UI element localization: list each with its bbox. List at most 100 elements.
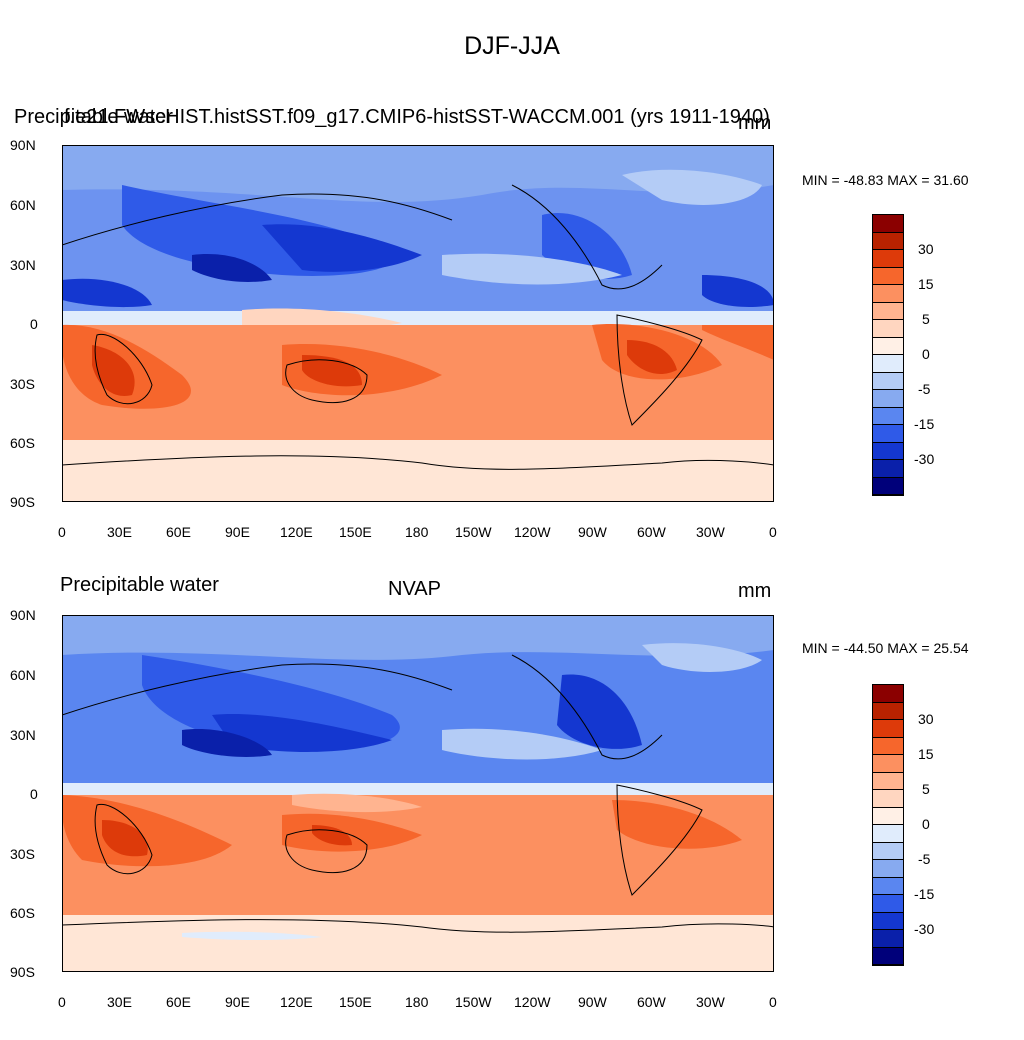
colorbar-label: 15 bbox=[918, 276, 934, 292]
colorbar-label: 0 bbox=[922, 346, 930, 362]
lon-label: 30E bbox=[107, 524, 132, 540]
panel-center-title: f.e21.FWscHIST.histSST.f09_g17.CMIP6-his… bbox=[64, 106, 770, 128]
lat-label: 30S bbox=[10, 376, 35, 392]
lat-label: 90N bbox=[10, 607, 36, 623]
min-max-stats: MIN = -48.83 MAX = 31.60 bbox=[802, 172, 969, 188]
colorbar-swatch bbox=[873, 807, 903, 825]
lon-label: 150W bbox=[455, 994, 492, 1010]
lon-label: 0 bbox=[769, 994, 777, 1010]
colorbar-swatch bbox=[873, 337, 903, 355]
colorbar bbox=[872, 214, 904, 496]
lon-label: 120E bbox=[280, 524, 313, 540]
colorbar-swatch bbox=[873, 477, 903, 495]
map-panel-model: Precipitable water f.e21.FWscHIST.histSS… bbox=[0, 100, 1024, 570]
colorbar-label: 30 bbox=[918, 241, 934, 257]
colorbar-swatch bbox=[873, 232, 903, 250]
lat-label: 90S bbox=[10, 964, 35, 980]
lat-label: 60S bbox=[10, 435, 35, 451]
colorbar-label: 5 bbox=[922, 781, 930, 797]
lat-label: 60N bbox=[10, 197, 36, 213]
figure-title: DJF-JJA bbox=[464, 32, 560, 60]
colorbar-label: -15 bbox=[914, 886, 935, 902]
colorbar-swatch bbox=[873, 702, 903, 720]
colorbar-label: -30 bbox=[914, 451, 935, 467]
lon-label: 150W bbox=[455, 524, 492, 540]
observation-map bbox=[62, 615, 774, 972]
colorbar-swatch bbox=[873, 930, 903, 948]
colorbar-label: -30 bbox=[914, 921, 935, 937]
colorbar-swatch bbox=[873, 912, 903, 930]
lon-label: 60W bbox=[637, 994, 666, 1010]
colorbar-swatch bbox=[873, 790, 903, 808]
colorbar-swatch bbox=[873, 772, 903, 790]
panel-units: mm bbox=[738, 580, 772, 602]
panel-left-title: Precipitable water bbox=[60, 574, 219, 596]
lat-label: 30N bbox=[10, 727, 36, 743]
lon-label: 30W bbox=[696, 524, 725, 540]
colorbar-swatch bbox=[873, 442, 903, 460]
colorbar-swatch bbox=[873, 895, 903, 913]
colorbar-label: -5 bbox=[918, 381, 931, 397]
colorbar-swatch bbox=[873, 947, 903, 965]
lon-label: 180 bbox=[405, 524, 429, 540]
colorbar-label: 5 bbox=[922, 311, 930, 327]
lon-label: 60E bbox=[166, 994, 191, 1010]
colorbar-swatch bbox=[873, 285, 903, 303]
map-panel-nvap: Precipitable water NVAP mm MIN = -44.50 … bbox=[0, 570, 1024, 1040]
colorbar-swatch bbox=[873, 860, 903, 878]
colorbar-swatch bbox=[873, 460, 903, 478]
colorbar bbox=[872, 684, 904, 966]
lon-label: 60W bbox=[637, 524, 666, 540]
colorbar-label: 0 bbox=[922, 816, 930, 832]
lon-label: 90W bbox=[578, 524, 607, 540]
colorbar-swatch bbox=[873, 737, 903, 755]
colorbar-swatch bbox=[873, 685, 903, 703]
colorbar-label: -5 bbox=[918, 851, 931, 867]
lon-label: 60E bbox=[166, 524, 191, 540]
colorbar-swatch bbox=[873, 720, 903, 738]
difference-map bbox=[62, 145, 774, 502]
lon-label: 0 bbox=[769, 524, 777, 540]
panel-units: mm bbox=[738, 112, 772, 134]
lon-label: 90E bbox=[225, 994, 250, 1010]
colorbar-swatch bbox=[873, 407, 903, 425]
colorbar-swatch bbox=[873, 372, 903, 390]
colorbar-swatch bbox=[873, 877, 903, 895]
colorbar-swatch bbox=[873, 302, 903, 320]
min-max-stats: MIN = -44.50 MAX = 25.54 bbox=[802, 640, 969, 656]
lon-label: 150E bbox=[339, 994, 372, 1010]
lon-label: 150E bbox=[339, 524, 372, 540]
colorbar-swatch bbox=[873, 842, 903, 860]
lon-label: 90E bbox=[225, 524, 250, 540]
panel-left-title: Precipitable water bbox=[14, 106, 173, 128]
colorbar-swatch bbox=[873, 755, 903, 773]
colorbar-label: 15 bbox=[918, 746, 934, 762]
colorbar-swatch bbox=[873, 250, 903, 268]
colorbar-swatch bbox=[873, 425, 903, 443]
lat-label: 30S bbox=[10, 846, 35, 862]
lon-label: 30E bbox=[107, 994, 132, 1010]
colorbar-swatch bbox=[873, 355, 903, 373]
colorbar-swatch bbox=[873, 825, 903, 843]
lon-label: 90W bbox=[578, 994, 607, 1010]
colorbar-swatch bbox=[873, 267, 903, 285]
colorbar-label: 30 bbox=[918, 711, 934, 727]
lon-label: 120W bbox=[514, 524, 551, 540]
lon-label: 0 bbox=[58, 524, 66, 540]
lat-label: 0 bbox=[30, 786, 38, 802]
lat-label: 90S bbox=[10, 494, 35, 510]
lat-label: 60S bbox=[10, 905, 35, 921]
colorbar-swatch bbox=[873, 390, 903, 408]
lat-label: 60N bbox=[10, 667, 36, 683]
lon-label: 120W bbox=[514, 994, 551, 1010]
lon-label: 180 bbox=[405, 994, 429, 1010]
lat-label: 30N bbox=[10, 257, 36, 273]
colorbar-swatch bbox=[873, 215, 903, 233]
lat-label: 0 bbox=[30, 316, 38, 332]
lat-label: 90N bbox=[10, 137, 36, 153]
colorbar-swatch bbox=[873, 320, 903, 338]
lon-label: 0 bbox=[58, 994, 66, 1010]
panel-center-title: NVAP bbox=[388, 578, 441, 600]
lon-label: 120E bbox=[280, 994, 313, 1010]
lon-label: 30W bbox=[696, 994, 725, 1010]
